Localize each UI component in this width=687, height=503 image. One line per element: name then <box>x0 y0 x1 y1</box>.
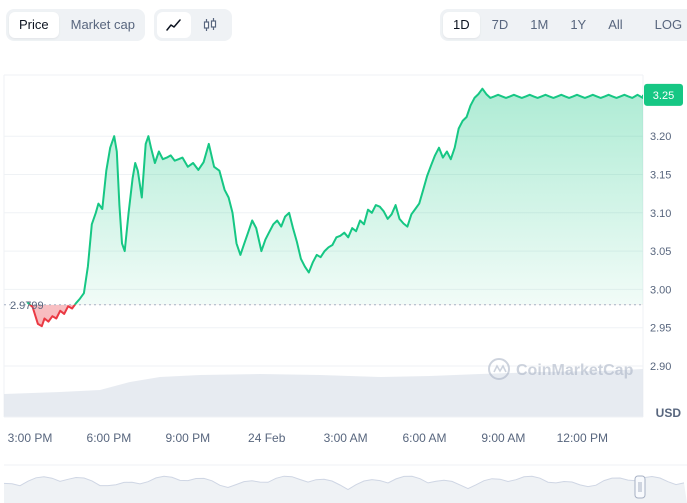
x-tick-label: 24 Feb <box>248 431 286 445</box>
volume-area <box>4 369 643 417</box>
coinmarketcap-watermark: CoinMarketCap <box>488 358 634 380</box>
watermark-logo-mark <box>493 364 507 373</box>
x-tick-label: 9:00 AM <box>481 431 525 445</box>
metric-toggle: Price Market cap <box>6 9 145 41</box>
y-tick-label: 2.95 <box>650 323 671 335</box>
y-tick-label: 3.00 <box>650 284 671 296</box>
reference-price-label: 2.9799 <box>10 300 44 312</box>
chart-style-toggle <box>154 9 232 41</box>
range-1m[interactable]: 1M <box>530 17 549 32</box>
x-tick-label: 3:00 AM <box>324 431 368 445</box>
x-axis: 3:00 PM 6:00 PM 9:00 PM 24 Feb 3:00 AM 6:00 A… <box>8 431 608 445</box>
y-tick-label: 3.10 <box>650 208 671 220</box>
line-chart-icon[interactable] <box>157 12 191 38</box>
navigator-handle[interactable] <box>634 475 646 499</box>
x-tick-label: 6:00 AM <box>402 431 446 445</box>
current-price-badge <box>644 83 683 106</box>
navigator-area <box>4 476 687 503</box>
watermark-text: CoinMarketCap <box>516 362 634 379</box>
price-area-above <box>27 88 643 305</box>
range-toggle: 1D 7D 1M 1Y All LOG <box>440 9 687 41</box>
range-all[interactable]: All <box>608 17 623 32</box>
x-tick-label: 9:00 PM <box>165 431 210 445</box>
navigator-line <box>3 475 685 491</box>
y-tick-label: 3.05 <box>650 246 671 258</box>
candlestick-icon[interactable] <box>193 12 227 38</box>
y-tick-label: 3.20 <box>650 131 671 143</box>
y-tick-label: 3.15 <box>650 170 671 182</box>
watermark-logo-icon <box>488 358 510 380</box>
navigator-handle-grip[interactable] <box>634 475 646 499</box>
y-axis: 3.20 3.15 3.10 3.05 3.00 2.95 2.90 <box>650 131 671 373</box>
x-tick-label: 12:00 PM <box>557 431 608 445</box>
current-price-tag: 3.25 <box>644 83 683 106</box>
currency-label: USD <box>656 406 682 420</box>
current-price-label: 3.25 <box>653 90 674 102</box>
range-7d[interactable]: 7D <box>491 17 509 32</box>
range-1d[interactable]: 1D <box>443 12 480 38</box>
range-1y[interactable]: 1Y <box>570 17 587 32</box>
market-cap-tab[interactable]: Market cap <box>70 17 135 32</box>
price-line-up <box>26 87 643 305</box>
x-tick-label: 3:00 PM <box>8 431 53 445</box>
price-tab[interactable]: Price <box>9 12 59 38</box>
x-tick-label: 6:00 PM <box>87 431 132 445</box>
log-scale-toggle[interactable]: LOG <box>654 17 683 32</box>
y-tick-label: 2.90 <box>650 361 671 373</box>
